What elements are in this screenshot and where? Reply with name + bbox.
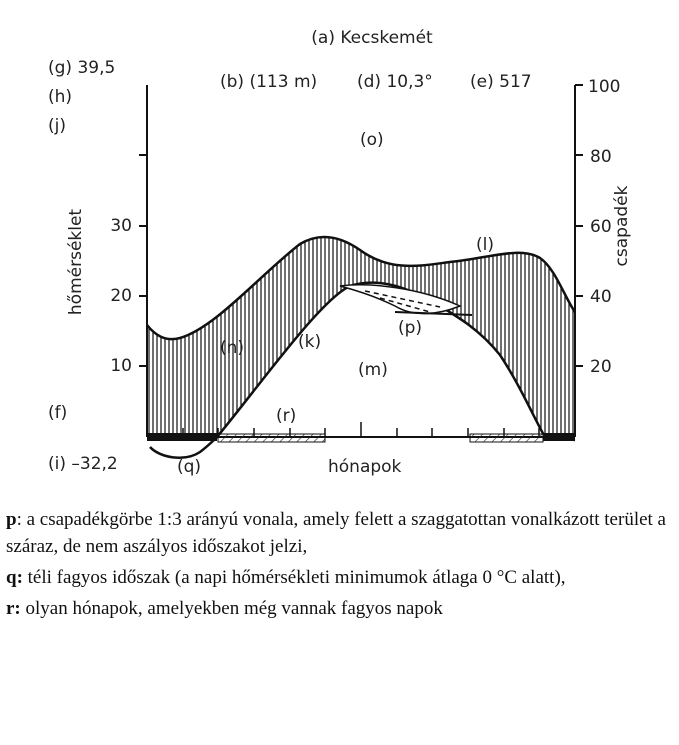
dry-area — [339, 284, 462, 315]
label: (g) 39,5 — [48, 58, 115, 78]
label: (j) — [48, 116, 66, 136]
title: (a) Kecskemét — [311, 28, 433, 48]
label: (p) — [398, 318, 422, 338]
y-tick-label: 20 — [110, 286, 132, 306]
note-text: : a csapadékgörbe 1:3 arányú vonala, ame… — [6, 509, 666, 557]
climate-diagram: (a) Kecskemét (g) 39,5 (h) (j) (b) (113 … — [48, 28, 632, 477]
note: r: olyan hónapok, amelyekben még vannak … — [6, 595, 674, 622]
label: (m) — [358, 360, 388, 380]
precip-line — [394, 311, 473, 316]
frost-days-bar — [217, 433, 326, 443]
y2-tick-label: 80 — [590, 147, 612, 167]
note: p: a csapadékgörbe 1:3 arányú vonala, am… — [6, 506, 674, 560]
precip-curve — [146, 235, 577, 341]
y-tick-label: 30 — [110, 216, 132, 236]
note-key: q: — [6, 567, 23, 588]
label: (b) (113 m) — [220, 72, 317, 92]
frost-days-bar — [469, 433, 544, 443]
y2-tick-label: 100 — [588, 77, 620, 97]
label: (d) 10,3° — [357, 72, 433, 92]
y-tick-label: 10 — [110, 356, 132, 376]
x-axis-label: hónapok — [328, 457, 402, 477]
label: (h) — [48, 87, 72, 107]
left-ticks — [139, 154, 147, 367]
label: (e) 517 — [470, 72, 532, 92]
dry-dashes — [364, 290, 441, 313]
label: (l) — [476, 235, 494, 255]
notes: p: a csapadékgörbe 1:3 arányú vonala, am… — [6, 506, 674, 626]
y2-tick-label: 60 — [590, 217, 612, 237]
note-text: olyan hónapok, amelyekben még vannak fag… — [20, 598, 443, 619]
note-text: téli fagyos időszak (a napi hőmérsékleti… — [22, 567, 566, 588]
y-axis-label: hőmérséklet — [66, 209, 86, 316]
label: (f) — [48, 403, 67, 423]
note: q: téli fagyos időszak (a napi hőmérsékl… — [6, 564, 674, 591]
label: (q) — [177, 457, 201, 477]
note-key: p — [6, 509, 17, 530]
frost-bar — [543, 433, 575, 441]
label: (n) — [220, 338, 244, 358]
label: (r) — [276, 406, 296, 426]
y2-tick-label: 20 — [590, 357, 612, 377]
y2-tick-label: 40 — [590, 287, 612, 307]
note-key: r: — [6, 598, 21, 619]
label: (o) — [360, 130, 384, 150]
right-ticks — [575, 154, 583, 367]
y2-axis-label: csapadék — [612, 185, 632, 266]
frost-bar — [147, 433, 217, 441]
label: (i) –32,2 — [48, 454, 118, 474]
label: (k) — [298, 332, 321, 352]
